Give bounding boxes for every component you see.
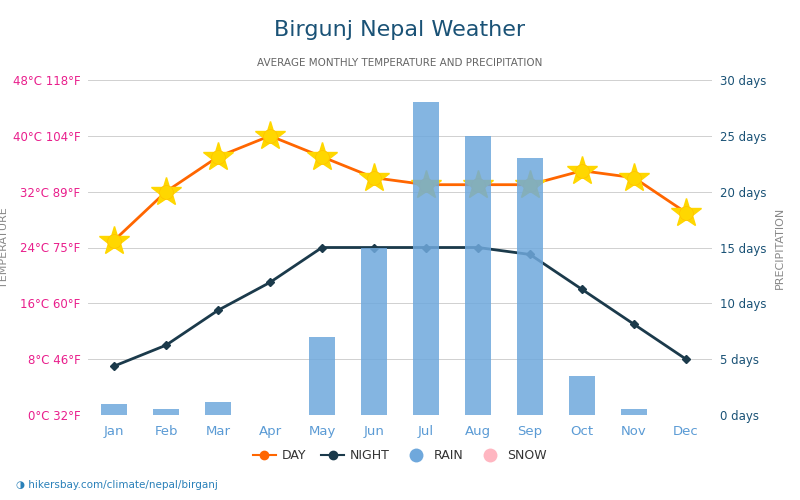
Bar (153, 410, 179, 415)
Text: AVERAGE MONTHLY TEMPERATURE AND PRECIPITATION: AVERAGE MONTHLY TEMPERATURE AND PRECIPIT… (258, 58, 542, 68)
Bar (101, 404, 127, 415)
Text: ◑ hikersbay.com/climate/nepal/birganj: ◑ hikersbay.com/climate/nepal/birganj (16, 480, 218, 490)
Bar (465, 136, 491, 415)
Bar (621, 410, 647, 415)
Bar (309, 337, 335, 415)
Text: Birgunj Nepal Weather: Birgunj Nepal Weather (274, 20, 526, 40)
Legend: DAY, NIGHT, RAIN, SNOW: DAY, NIGHT, RAIN, SNOW (248, 444, 552, 468)
Bar (205, 402, 231, 415)
Bar (413, 102, 439, 415)
Bar (569, 376, 595, 415)
Y-axis label: PRECIPITATION: PRECIPITATION (775, 206, 785, 288)
Bar (361, 248, 387, 415)
Bar (517, 158, 543, 415)
Y-axis label: TEMPERATURE: TEMPERATURE (0, 207, 10, 288)
